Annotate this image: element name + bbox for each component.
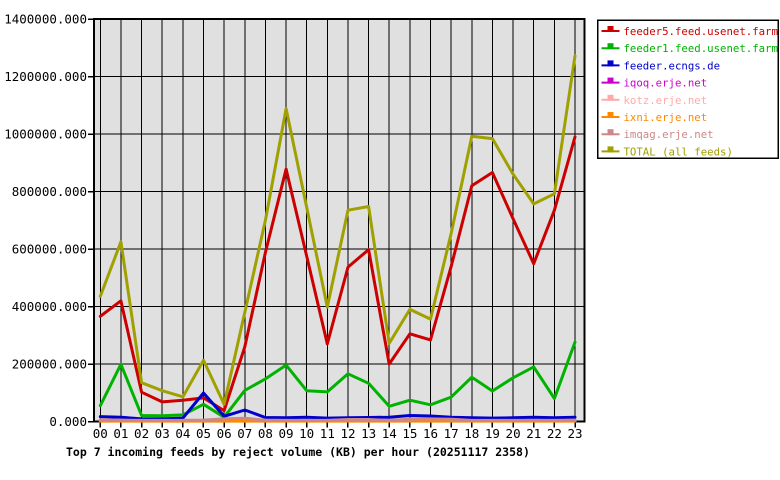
legend-label: feeder5.feed.usenet.farm <box>624 25 778 38</box>
legend-marker-point <box>607 43 614 50</box>
x-axis-tick-label: 14 <box>382 426 397 441</box>
legend-marker-point <box>607 112 614 118</box>
y-axis-tick-label: 400000.000 <box>12 299 87 314</box>
legend-marker-point <box>607 77 614 84</box>
legend-entry: ixni.erje.net <box>601 111 708 124</box>
plot-area <box>94 19 585 422</box>
x-axis-tick-label: 08 <box>258 426 273 441</box>
x-axis-tick-label: 20 <box>506 426 521 441</box>
x-axis-tick-label: 23 <box>567 426 582 441</box>
legend-label: feeder.ecngs.de <box>624 59 721 72</box>
x-axis-tick-label: 09 <box>279 426 294 441</box>
x-axis-tick-label: 16 <box>423 426 438 441</box>
x-axis-tick-label: 02 <box>134 426 149 441</box>
x-axis-tick-label: 11 <box>320 426 335 441</box>
x-axis-tick-label: 00 <box>93 426 108 441</box>
y-axis-tick-label: 200000.000 <box>12 357 87 372</box>
y-axis-tick-label: 1400000.000 <box>4 12 87 27</box>
legend-entry: feeder5.feed.usenet.farm <box>601 25 778 38</box>
legend-entry: iqoq.erje.net <box>601 77 708 90</box>
legend-entry: TOTAL (all feeds) <box>601 145 733 158</box>
y-axis-tick-label: 600000.000 <box>12 242 87 257</box>
x-axis-tick-label: 15 <box>402 426 417 441</box>
chart-title: Top 7 incoming feeds by reject volume (K… <box>66 445 530 459</box>
x-axis-tick-label: 10 <box>299 426 314 441</box>
legend-label: feeder1.feed.usenet.farm <box>624 42 778 55</box>
legend-marker-point <box>607 26 614 32</box>
legend-entry: kotz.erje.net <box>601 94 708 107</box>
legend-entry: feeder1.feed.usenet.farm <box>601 42 778 55</box>
legend-label: ixni.erje.net <box>624 111 708 124</box>
x-axis-tick-label: 19 <box>485 426 500 441</box>
legend-label: iqoq.erje.net <box>624 77 708 90</box>
legend-entry: feeder.ecngs.de <box>601 59 721 72</box>
legend-label: kotz.erje.net <box>624 94 708 107</box>
y-axis-tick-label: 800000.000 <box>12 184 87 199</box>
legend-label: TOTAL (all feeds) <box>624 145 733 158</box>
y-axis-tick-label: 0.000 <box>49 414 87 429</box>
series-line-total-all-feeds- <box>98 54 577 406</box>
x-axis-tick-label: 17 <box>444 426 459 441</box>
legend-box <box>596 19 779 159</box>
x-axis-tick-label: 05 <box>196 426 211 441</box>
legend-marker-point <box>607 129 614 136</box>
x-axis-tick-label: 03 <box>155 426 170 441</box>
series-line-feeder5-feed-usenet-farm <box>98 135 577 413</box>
x-axis-tick-label: 18 <box>464 426 479 441</box>
y-axis-tick-label: 1200000.000 <box>4 69 87 84</box>
x-axis-tick-label: 01 <box>113 426 128 441</box>
series-line-feeder1-feed-usenet-farm <box>98 340 577 419</box>
x-axis-tick-label: 13 <box>361 426 376 441</box>
series-line-imqag-erje-net <box>98 416 577 422</box>
x-axis-tick-label: 22 <box>547 426 562 441</box>
x-axis-tick-label: 06 <box>217 426 232 441</box>
y-axis-tick-label: 1000000.000 <box>4 127 87 142</box>
x-axis-tick-label: 04 <box>175 426 190 441</box>
legend-marker-point <box>607 94 614 101</box>
legend-label: imqag.erje.net <box>624 128 714 141</box>
series-line-feeder-ecngs-de <box>98 391 577 421</box>
legend-marker-point <box>607 60 614 67</box>
legend-marker-point <box>607 146 614 153</box>
x-axis-tick-label: 12 <box>340 426 355 441</box>
legend-entry: imqag.erje.net <box>601 128 714 141</box>
x-axis-tick-label: 07 <box>237 426 252 441</box>
x-axis-tick-label: 21 <box>526 426 541 441</box>
